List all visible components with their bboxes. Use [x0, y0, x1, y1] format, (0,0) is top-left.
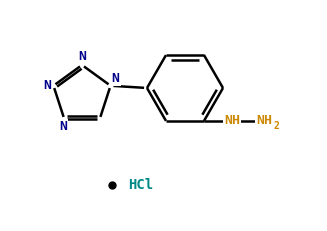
Text: HCl: HCl — [128, 178, 153, 192]
Text: NH: NH — [224, 114, 240, 128]
Text: N: N — [60, 120, 67, 133]
Text: N: N — [78, 50, 86, 63]
Text: N: N — [112, 72, 120, 85]
Text: NH: NH — [256, 114, 272, 128]
Text: 2: 2 — [274, 121, 280, 131]
Text: N: N — [43, 79, 51, 92]
